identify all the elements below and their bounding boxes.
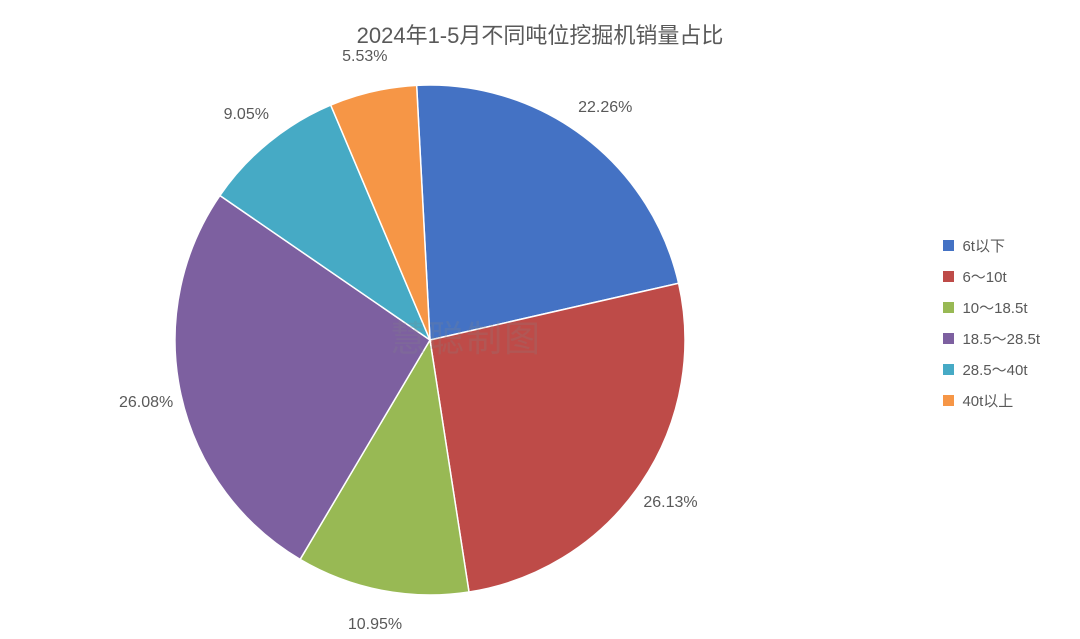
slice-label: 10.95%: [348, 616, 402, 634]
legend-label: 10～18.5t: [962, 297, 1027, 318]
legend: 6t以下 6～10t 10～18.5t 18.5～28.5t 28.5～40t 40t以上: [943, 235, 1040, 421]
legend-label: 40t以上: [962, 390, 1013, 411]
slice-label: 9.05%: [224, 106, 269, 124]
legend-label: 6t以下: [962, 235, 1005, 256]
legend-item: 6～10t: [943, 266, 1040, 287]
legend-label: 28.5～40t: [962, 359, 1027, 380]
legend-swatch: [943, 333, 954, 344]
legend-label: 6～10t: [962, 266, 1006, 287]
legend-swatch: [943, 395, 954, 406]
legend-swatch: [943, 302, 954, 313]
slice-label: 22.26%: [578, 99, 632, 117]
legend-label: 18.5～28.5t: [962, 328, 1040, 349]
slice-label: 5.53%: [342, 48, 387, 66]
legend-item: 40t以上: [943, 390, 1040, 411]
legend-item: 6t以下: [943, 235, 1040, 256]
pie-chart: 22.26%26.13%10.95%26.08%9.05%5.53%: [160, 70, 700, 610]
chart-title: 2024年1-5月不同吨位挖掘机销量占比: [0, 18, 1080, 50]
legend-swatch: [943, 240, 954, 251]
legend-swatch: [943, 364, 954, 375]
slice-label: 26.13%: [643, 494, 697, 512]
legend-item: 18.5～28.5t: [943, 328, 1040, 349]
legend-item: 10～18.5t: [943, 297, 1040, 318]
slice-label: 26.08%: [119, 394, 173, 412]
legend-swatch: [943, 271, 954, 282]
legend-item: 28.5～40t: [943, 359, 1040, 380]
